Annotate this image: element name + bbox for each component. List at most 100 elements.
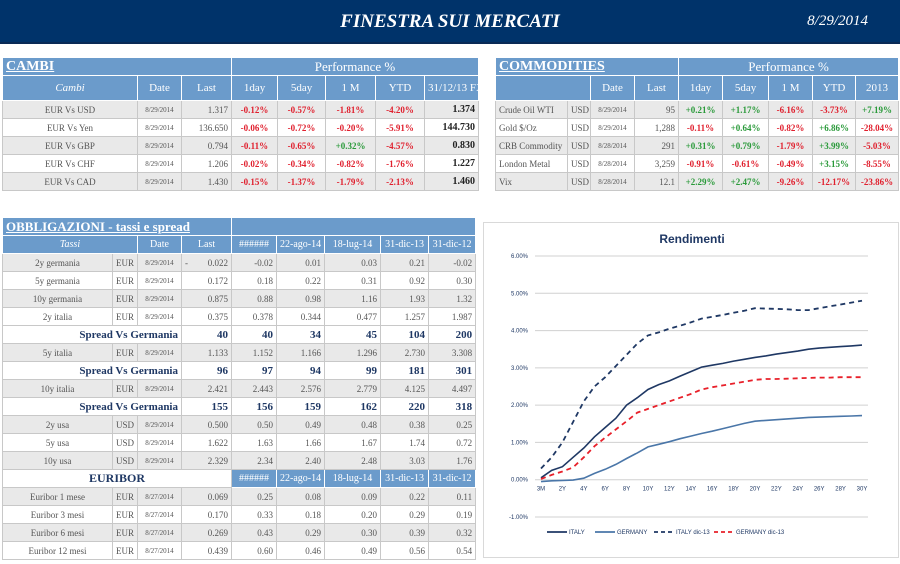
- cell: 8/29/2014: [137, 154, 182, 173]
- value: 0.88: [231, 289, 278, 308]
- value: 0.60: [231, 541, 278, 560]
- euribor-title: EURIBOR: [1, 469, 233, 488]
- spread-value: 301: [428, 361, 477, 380]
- value: 0.49: [324, 541, 382, 560]
- spread-value: 99: [324, 361, 382, 380]
- rendimenti-chart: Rendimenti -1.00% 0.00% 1.00% 2.00% 3.00% 4.00…: [483, 222, 899, 558]
- value: 0.38: [380, 415, 430, 434]
- cell: -5.91%: [375, 118, 426, 137]
- value: 0.29: [276, 523, 326, 542]
- chart-title: Rendimenti: [659, 232, 724, 246]
- spread-value: 45: [324, 325, 382, 344]
- value: 0.98: [276, 289, 326, 308]
- cell: USD: [567, 100, 591, 119]
- value: - 0.022: [180, 253, 233, 272]
- x-tick-label: 22Y: [771, 487, 782, 493]
- top-banner: FINESTRA SUI MERCATI 8/29/2014: [0, 0, 900, 44]
- rate-name: Euribor 12 mesi: [2, 541, 113, 560]
- column-header: 18-lug-14: [324, 469, 382, 488]
- column-header: 31-dic-13: [380, 469, 430, 488]
- header-row: Tassi Date Last ###### 22-ago-14 18-lug-14 31-…: [2, 235, 477, 254]
- report-date: 8/29/2014: [807, 13, 868, 29]
- cell: -6.16%: [768, 100, 814, 119]
- spread-value: 40: [231, 325, 278, 344]
- x-tick-label: 2Y: [559, 487, 566, 493]
- cell: EUR Vs CHF: [2, 154, 138, 173]
- column-header: 31-dic-13: [380, 235, 430, 254]
- y-tick-label: 3.00%: [511, 366, 529, 372]
- value: 2.48: [324, 451, 382, 470]
- value: 1.622: [180, 433, 233, 452]
- x-tick-label: 14Y: [685, 487, 696, 493]
- cell: -0.72%: [277, 118, 327, 137]
- currency: EUR: [112, 307, 138, 326]
- value: 0.92: [380, 271, 430, 290]
- rate-name: 2y italia: [2, 307, 113, 326]
- value: 1.152: [231, 343, 278, 362]
- value: 2.779: [324, 379, 382, 398]
- currency: EUR: [112, 289, 138, 308]
- value: 0.170: [180, 505, 233, 524]
- cell: 8/28/2014: [590, 154, 635, 173]
- value: 0.269: [180, 523, 233, 542]
- value: 2.329: [180, 451, 233, 470]
- legend-label: ITALY dic-13: [676, 530, 710, 536]
- cell: -0.12%: [231, 100, 279, 119]
- table-row: EUR Vs CHF 8/29/2014 1.206 -0.02% -0.34% -0.8…: [2, 154, 480, 173]
- x-tick-label: 12Y: [664, 487, 675, 493]
- value: 1.32: [428, 289, 477, 308]
- value: 1.67: [324, 433, 382, 452]
- header-row: Cambi Date Last 1day 5day 1 M YTD 31/12/13 FX: [2, 75, 480, 101]
- currency: EUR: [112, 523, 138, 542]
- value: 1.166: [276, 343, 326, 362]
- cell: USD: [567, 136, 591, 155]
- column-header: ######: [231, 235, 278, 254]
- series-line-italy: [540, 344, 863, 479]
- value: 0.069: [180, 487, 233, 506]
- value: 1.76: [428, 451, 477, 470]
- cell: 8/29/2014: [137, 118, 182, 137]
- table-row: Crude Oil WTI USD 8/29/2014 95 +0.21% +1.17% -…: [495, 100, 900, 119]
- currency: EUR: [112, 253, 138, 272]
- rate-name: 2y usa: [2, 415, 113, 434]
- currency: EUR: [112, 379, 138, 398]
- value: 1.296: [324, 343, 382, 362]
- cell: 1.430: [180, 172, 233, 191]
- table-row: 5y italia EUR 8/29/2014 1.133 1.152 1.166 1.29…: [2, 343, 477, 362]
- y-tick-label: 5.00%: [511, 291, 529, 297]
- cell: -0.91%: [678, 154, 724, 173]
- rate-name: Euribor 1 mese: [2, 487, 113, 506]
- rate-name: Euribor 6 mesi: [2, 523, 113, 542]
- value: 0.477: [324, 307, 382, 326]
- x-tick-label: 10Y: [643, 487, 654, 493]
- cell: 8/29/2014: [137, 136, 182, 155]
- table-row: Euribor 1 mese EUR 8/27/2014 0.069 0.25 0.08 0…: [2, 487, 477, 506]
- cell: 1,288: [633, 118, 680, 137]
- currency: USD: [112, 451, 138, 470]
- x-tick-label: 4Y: [580, 487, 587, 493]
- spread-row: Spread Vs Germania 96 97 94 99 181 301: [2, 361, 477, 380]
- y-tick-label: 0.00%: [511, 478, 529, 484]
- cell: 8/28/2014: [590, 136, 635, 155]
- value: 0.378: [231, 307, 278, 326]
- cell: +0.64%: [722, 118, 770, 137]
- cell: +3.15%: [812, 154, 857, 173]
- date: 8/27/2014: [137, 505, 182, 524]
- y-tick-label: 1.00%: [511, 440, 529, 446]
- value: 0.29: [380, 505, 430, 524]
- spread-value: 97: [231, 361, 278, 380]
- column-header: 22-ago-14: [276, 235, 326, 254]
- currency: EUR: [112, 487, 138, 506]
- chart-svg: Rendimenti -1.00% 0.00% 1.00% 2.00% 3.00% 4.00…: [509, 232, 868, 536]
- value: 3.308: [428, 343, 477, 362]
- column-header: YTD: [812, 75, 857, 101]
- date: 8/29/2014: [137, 379, 182, 398]
- cell: Vix: [495, 172, 568, 191]
- cell: -1.79%: [325, 172, 377, 191]
- column-header: Last: [180, 75, 233, 101]
- cell: -5.03%: [855, 136, 900, 155]
- section-title: CAMBI: [1, 57, 233, 76]
- spread-label: Spread Vs Germania: [2, 361, 182, 380]
- column-header: Date: [590, 75, 635, 101]
- rate-name: 5y germania: [2, 271, 113, 290]
